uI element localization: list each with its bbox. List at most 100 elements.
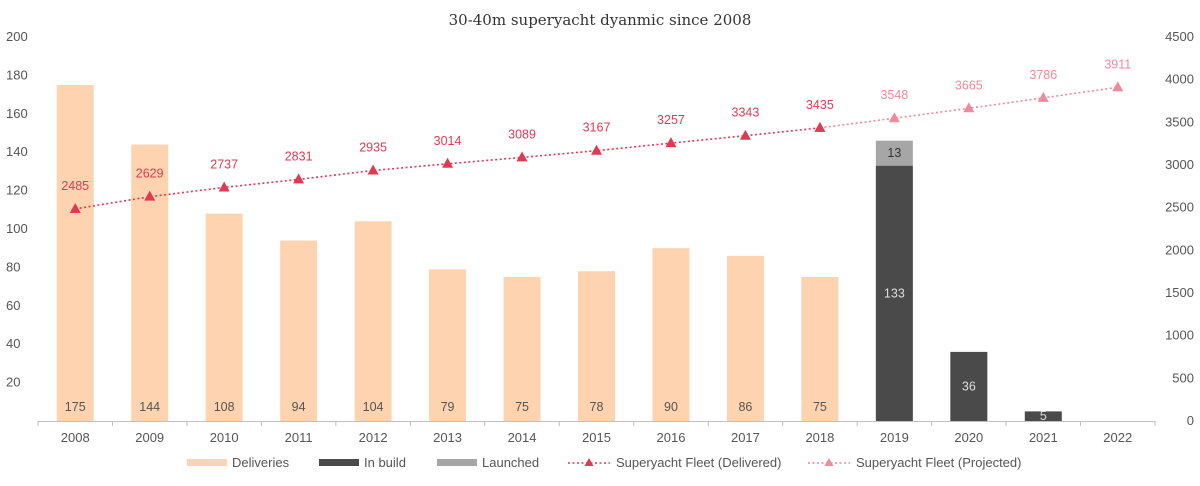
right-tick-label: 500 xyxy=(1172,370,1194,385)
legend-swatch xyxy=(437,459,477,466)
right-tick-label: 3500 xyxy=(1165,114,1194,129)
right-y-axis: 0 500 1000 1500 2000 2500 3000 3500 4000 4500 xyxy=(1165,29,1194,428)
line-marker xyxy=(591,144,602,155)
left-tick-label: 40 xyxy=(6,336,20,351)
bar-value-label: 175 xyxy=(65,400,86,414)
legend-label: Deliveries xyxy=(232,455,290,470)
x-tick-label: 2012 xyxy=(359,430,388,445)
legend-label: Launched xyxy=(482,455,539,470)
x-tick-label: 2018 xyxy=(805,430,834,445)
bar-value-label: 78 xyxy=(590,400,604,414)
data-labels: 175 144 108 94 104 79 75 78 90 86 75 133 36 5 13 2485 26… xyxy=(61,57,1131,423)
bar-value-label: 86 xyxy=(738,400,752,414)
bar-deliveries xyxy=(131,144,169,421)
bar-in-build xyxy=(950,351,988,421)
line-marker xyxy=(516,151,528,162)
line-marker xyxy=(293,173,305,184)
right-tick-label: 3000 xyxy=(1165,157,1194,172)
right-tick-label: 2500 xyxy=(1165,200,1194,215)
line-value-label: 3167 xyxy=(583,121,611,135)
line-value-label: 3911 xyxy=(1104,57,1131,71)
line-value-label: 2485 xyxy=(61,179,89,193)
line-value-label: 2935 xyxy=(359,141,387,155)
bar-deliveries xyxy=(280,240,318,421)
bar-value-label: 13 xyxy=(887,146,901,160)
line-value-label: 3014 xyxy=(434,134,462,148)
right-tick-label: 4500 xyxy=(1165,29,1194,44)
x-tick-label: 2022 xyxy=(1103,430,1132,445)
left-tick-label: 100 xyxy=(6,221,28,236)
bar-deliveries xyxy=(652,248,690,421)
x-tick-label: 2014 xyxy=(508,430,537,445)
bar-in-build xyxy=(1024,411,1062,421)
right-tick-label: 1500 xyxy=(1165,285,1194,300)
bar-value-label: 94 xyxy=(292,400,306,414)
bar-value-label: 90 xyxy=(664,400,678,414)
x-tick-label: 2008 xyxy=(61,430,90,445)
bar-value-label: 108 xyxy=(214,400,235,414)
bar-launched xyxy=(875,140,913,166)
line-value-label: 3343 xyxy=(732,106,760,120)
line-value-label: 3089 xyxy=(508,127,536,141)
bar-deliveries xyxy=(354,221,392,421)
x-tick-label: 2019 xyxy=(880,430,909,445)
line-marker xyxy=(814,121,826,132)
legend: Deliveries In build Launched Superyacht Fle… xyxy=(187,455,1021,470)
legend-marker xyxy=(584,458,594,466)
bar-value-label: 144 xyxy=(139,400,160,414)
line-marker xyxy=(739,129,751,140)
bar-value-label: 133 xyxy=(884,286,905,300)
left-tick-label: 80 xyxy=(6,259,20,274)
bar-value-label: 79 xyxy=(441,400,455,414)
line-value-label: 3786 xyxy=(1029,68,1057,82)
x-tick-label: 2013 xyxy=(433,430,462,445)
bar-value-label: 36 xyxy=(962,379,976,393)
x-tick-label: 2011 xyxy=(285,430,313,445)
line-marker xyxy=(442,157,454,168)
line-marker xyxy=(963,102,975,113)
line-marker xyxy=(1112,81,1124,92)
bar-deliveries xyxy=(503,277,541,421)
bar-value-label: 75 xyxy=(515,400,529,414)
line-marker xyxy=(888,112,900,123)
line-value-label: 3548 xyxy=(880,88,908,102)
legend-swatch xyxy=(319,459,359,466)
bars xyxy=(56,85,1062,421)
legend-marker xyxy=(824,458,834,466)
x-tick-label: 2015 xyxy=(582,430,611,445)
line-marker xyxy=(665,137,677,148)
bar-deliveries xyxy=(578,271,615,421)
lines xyxy=(69,81,1124,213)
right-tick-label: 2000 xyxy=(1165,242,1194,257)
line-marker xyxy=(69,202,81,213)
bar-deliveries xyxy=(205,213,243,421)
x-tick-label: 2009 xyxy=(135,430,164,445)
left-tick-label: 120 xyxy=(6,183,28,198)
x-tick-label: 2020 xyxy=(954,430,983,445)
bar-in-build xyxy=(875,165,913,421)
line-value-label: 2831 xyxy=(285,149,313,163)
x-tick-label: 2010 xyxy=(210,430,239,445)
chart-title: 30-40m superyacht dyanmic since 2008 xyxy=(449,11,752,29)
line-value-label: 3435 xyxy=(806,98,834,112)
left-tick-label: 140 xyxy=(6,144,28,159)
line-marker xyxy=(218,181,230,192)
line-value-label: 2629 xyxy=(136,167,164,181)
bar-value-label: 5 xyxy=(1040,409,1047,423)
bar-deliveries xyxy=(56,85,94,421)
legend-label: Superyacht Fleet (Projected) xyxy=(856,455,1021,470)
line-value-label: 3665 xyxy=(955,78,983,92)
x-tick-label: 2021 xyxy=(1029,430,1058,445)
line-value-label: 2737 xyxy=(210,157,238,171)
right-tick-label: 1000 xyxy=(1165,328,1194,343)
line-marker xyxy=(1037,91,1049,102)
x-tick-label: 2016 xyxy=(657,430,686,445)
bar-deliveries xyxy=(801,277,839,421)
bar-value-label: 104 xyxy=(363,400,384,414)
right-tick-label: 0 xyxy=(1187,413,1194,428)
left-tick-label: 180 xyxy=(6,67,28,82)
bar-deliveries xyxy=(726,255,764,421)
legend-label: In build xyxy=(364,455,406,470)
bar-deliveries xyxy=(429,269,467,421)
